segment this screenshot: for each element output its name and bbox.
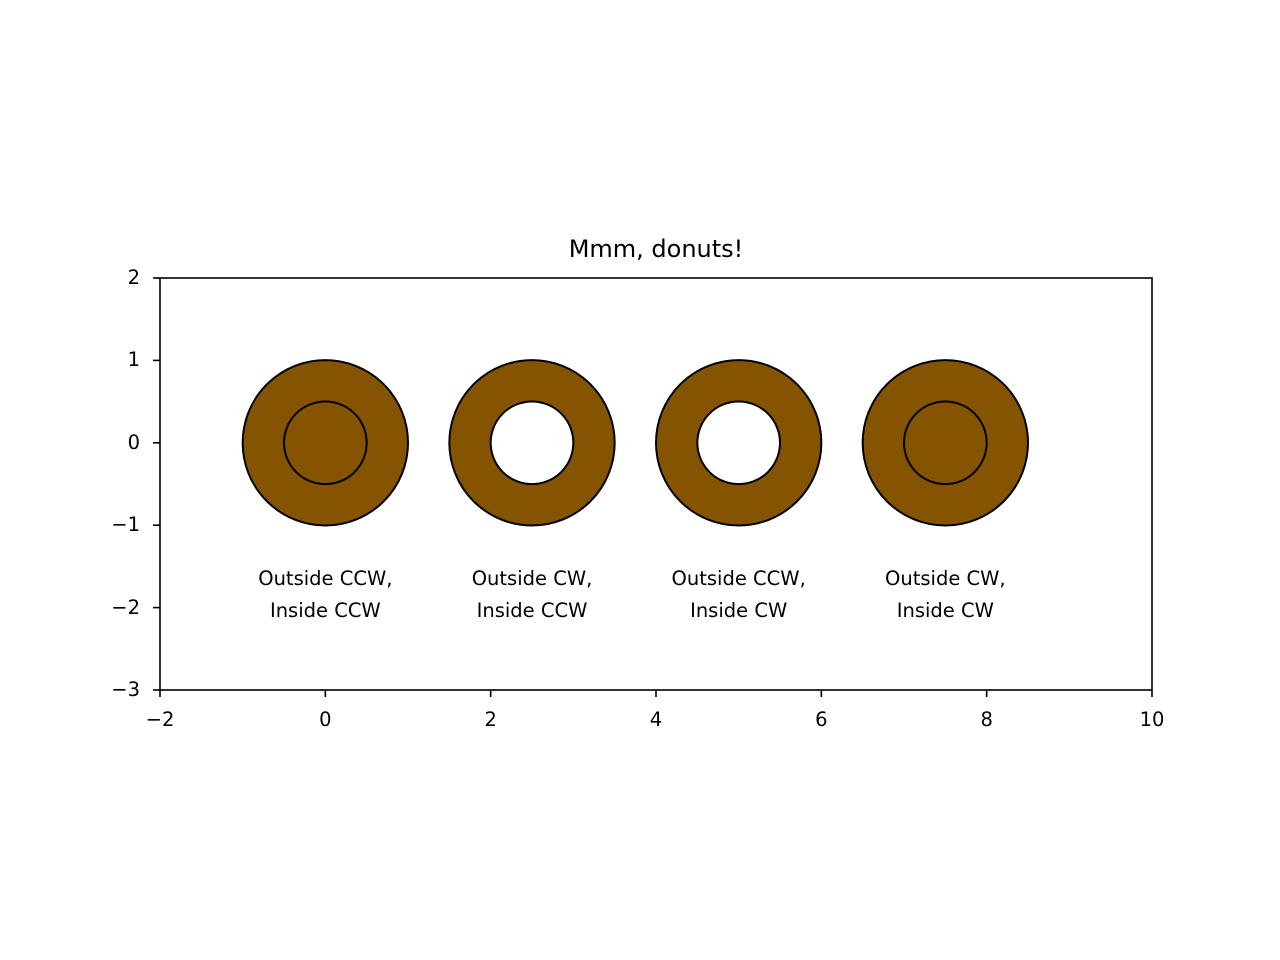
donut-label-line1: Outside CCW, (258, 566, 393, 590)
donut-label-line1: Outside CCW, (671, 566, 806, 590)
donut-label-line1: Outside CW, (885, 566, 1006, 590)
donut-outer-edge (861, 359, 1029, 527)
donut-1 (242, 360, 408, 526)
x-tick-label: 4 (649, 708, 663, 731)
donut-inner-edge (696, 400, 782, 486)
donut-label: Outside CCW, Inside CW (672, 563, 806, 627)
x-tick-label: 2 (484, 708, 497, 731)
x-tick-label: 8 (980, 708, 993, 731)
y-tick-label: −3 (111, 678, 140, 701)
donut-label: Outside CW, Inside CCW (472, 563, 593, 627)
y-tick-label: −2 (111, 595, 140, 619)
x-tick-label: 0 (319, 708, 332, 731)
y-tick-label: 2 (127, 266, 140, 289)
donut-label-line2: Inside CW (690, 598, 788, 622)
y-tick-label: 0 (127, 430, 140, 454)
donut-3 (656, 360, 822, 526)
x-tick-label: −2 (145, 708, 175, 731)
donut-inner-edge (283, 400, 368, 486)
donut-label-line2: Inside CCW (476, 598, 588, 622)
donut-label: Outside CCW, Inside CCW (258, 563, 392, 627)
x-tick-label: 6 (815, 708, 828, 731)
y-tick-label: 1 (127, 348, 140, 372)
donut-label: Outside CW, Inside CW (885, 563, 1006, 627)
donut-outer-edge (241, 359, 410, 527)
y-tick-label: −1 (111, 513, 140, 537)
donut-2 (449, 360, 615, 526)
donut-label-line2: Inside CW (896, 598, 994, 622)
x-tick-label: 10 (1139, 708, 1165, 731)
donut-label-line1: Outside CW, (471, 566, 593, 590)
donut-4 (862, 360, 1028, 526)
donut-outer-edge (655, 359, 823, 527)
donut-inner-edge (489, 400, 575, 486)
donut-outer-edge (448, 359, 616, 527)
donut-label-line2: Inside CCW (269, 598, 381, 622)
donut-inner-edge (903, 400, 988, 486)
chart-title: Mmm, donuts! (568, 235, 744, 263)
